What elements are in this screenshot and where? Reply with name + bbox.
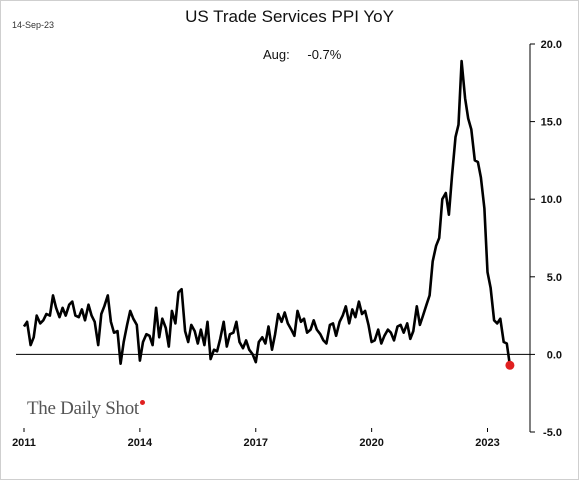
logo-text: The Daily Shot — [27, 398, 139, 419]
series-line — [22, 59, 512, 366]
y-tick-label: 0.0 — [547, 349, 562, 361]
x-tick-label: 2011 — [12, 437, 36, 449]
y-tick-label: 5.0 — [547, 272, 562, 284]
latest-point-marker — [505, 360, 515, 370]
x-tick-label: 2020 — [359, 437, 383, 449]
x-tick-label: 2023 — [475, 437, 499, 449]
chart-title: US Trade Services PPI YoY — [185, 7, 394, 26]
y-tick-label: 10.0 — [541, 194, 562, 206]
annotation-value: -0.7% — [307, 47, 342, 62]
x-tick-label: 2017 — [244, 437, 268, 449]
date-label: 14-Sep-23 — [12, 20, 55, 30]
logo: The Daily Shot — [27, 398, 145, 420]
x-tick-label: 2014 — [128, 437, 153, 449]
y-tick-label: 15.0 — [541, 117, 562, 129]
y-tick-label: 20.0 — [541, 39, 562, 51]
logo-dot — [139, 400, 145, 405]
y-tick-label: -5.0 — [543, 427, 562, 439]
latest-annotation: Aug: -0.7% — [263, 47, 341, 62]
annotation-label: Aug: — [263, 47, 290, 62]
